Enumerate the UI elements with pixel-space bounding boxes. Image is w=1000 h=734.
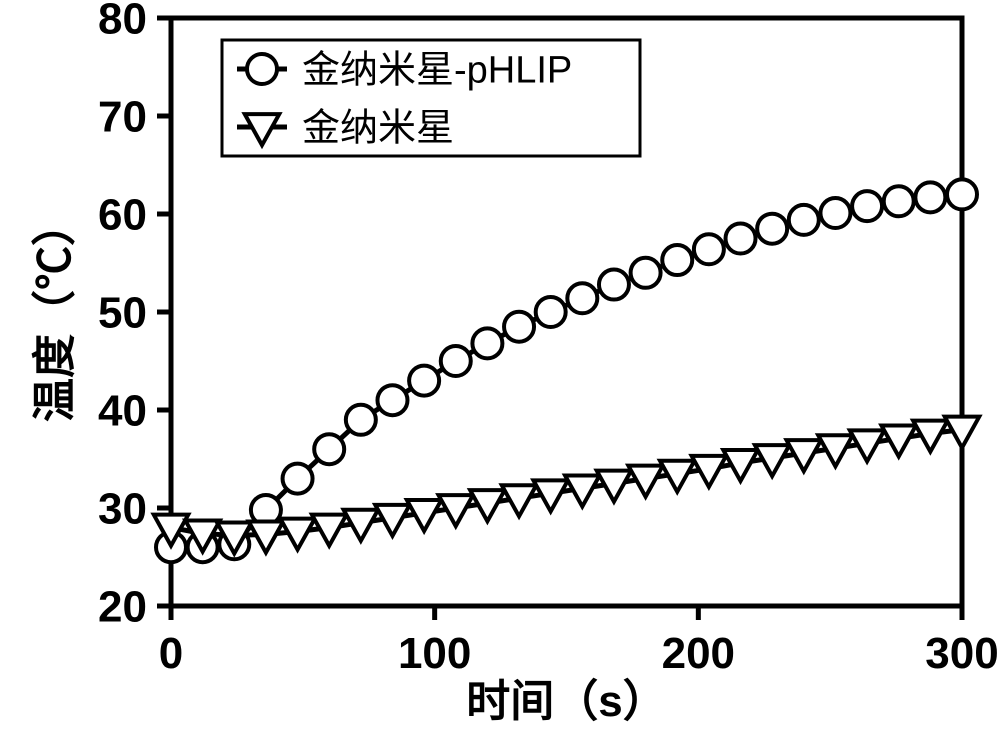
line-chart-svg: 0 100 200 300 20 30 40 50 60 70 80 时间（s） 温度（℃） 金纳…	[0, 0, 1000, 734]
x-tick-label: 200	[662, 629, 735, 678]
series-marker-gns_phlip	[536, 297, 566, 327]
series-lines	[171, 194, 962, 547]
series-marker-gns_phlip	[377, 385, 407, 415]
series-marker-gns_phlip	[820, 198, 850, 228]
legend-label: 金纳米星	[302, 107, 454, 149]
series-marker-gns_phlip	[852, 191, 882, 221]
y-tick-label: 60	[98, 190, 147, 239]
x-axis-label: 时间（s）	[466, 677, 666, 726]
series-line-gns_phlip	[171, 194, 962, 547]
x-tick-label: 300	[925, 629, 998, 678]
series-marker-gns_phlip	[789, 205, 819, 235]
x-axis-ticks: 0 100 200 300	[159, 606, 999, 678]
legend-label: 金纳米星-pHLIP	[302, 49, 572, 91]
series-marker-gns_phlip	[694, 234, 724, 264]
series-marker-gns_phlip	[472, 328, 502, 358]
series-marker-gns_phlip	[504, 312, 534, 342]
series-marker-gns_phlip	[947, 179, 977, 209]
y-tick-label: 80	[98, 0, 147, 43]
y-tick-label: 50	[98, 288, 147, 337]
series-markers	[154, 179, 980, 562]
chart-container: 0 100 200 300 20 30 40 50 60 70 80 时间（s） 温度（℃） 金纳…	[0, 0, 1000, 734]
series-marker-gns_phlip	[314, 434, 344, 464]
series-marker-gns_phlip	[441, 346, 471, 376]
series-marker-gns_phlip	[915, 182, 945, 212]
series-marker-gns_phlip	[631, 258, 661, 288]
series-marker-gns_phlip	[283, 464, 313, 494]
x-tick-label: 100	[398, 629, 471, 678]
series-marker-gns_phlip	[884, 186, 914, 216]
series-marker-gns_phlip	[757, 214, 787, 244]
legend-box: 金纳米星-pHLIP 金纳米星	[222, 40, 640, 156]
x-tick-label: 0	[159, 629, 183, 678]
series-marker-gns_phlip	[662, 245, 692, 275]
series-marker-gns_phlip	[567, 283, 597, 313]
series-marker-gns_phlip	[346, 405, 376, 435]
series-marker-gns_phlip	[409, 366, 439, 396]
y-tick-label: 20	[98, 582, 147, 631]
series-marker-gns_phlip	[599, 270, 629, 300]
series-marker-gns_phlip	[726, 224, 756, 254]
y-axis-label: 温度（℃）	[30, 202, 79, 422]
y-tick-label: 30	[98, 484, 147, 533]
y-tick-label: 40	[98, 386, 147, 435]
y-tick-label: 70	[98, 92, 147, 141]
legend-sample-marker	[247, 54, 277, 84]
